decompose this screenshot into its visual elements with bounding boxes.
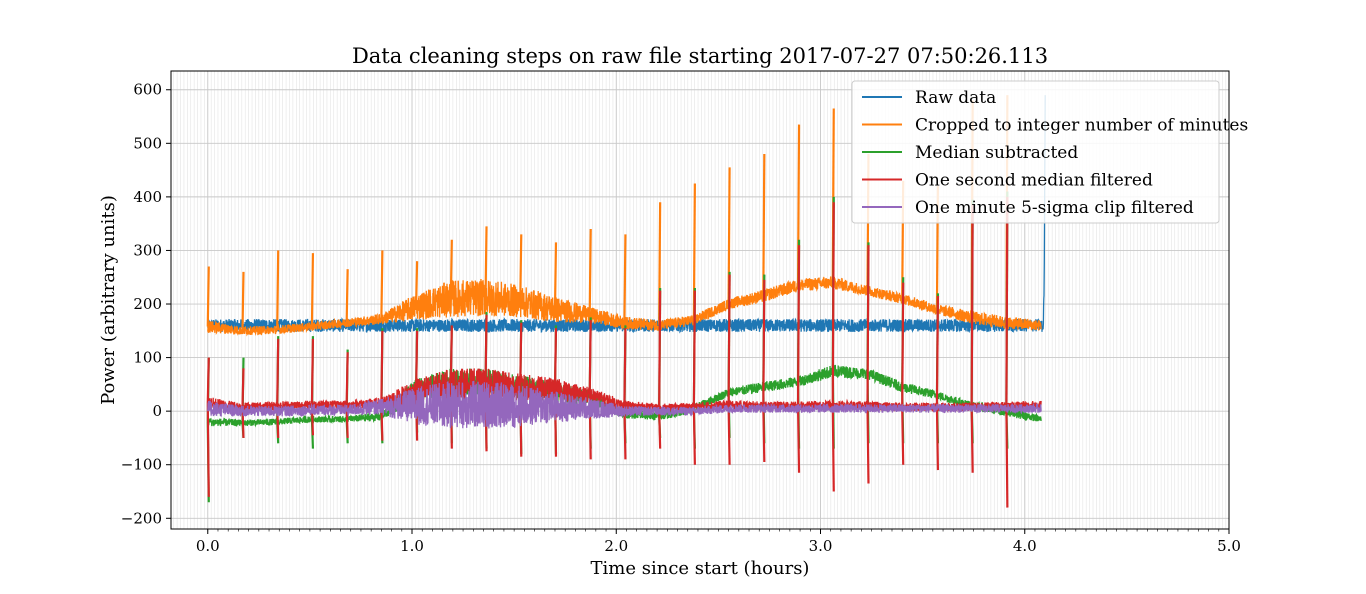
series-spike — [206, 266, 210, 327]
series-spike — [553, 242, 558, 310]
series-dip — [796, 405, 801, 473]
series-spike — [414, 261, 419, 307]
series-dip — [1005, 405, 1009, 508]
plot-frame — [170, 70, 1230, 530]
y-tick-label: −200 — [121, 509, 162, 527]
series-spike — [310, 253, 315, 327]
y-axis: 600 500 400 300 200 100 0 −100 −200 — [121, 81, 171, 527]
x-tick-label: 0.0 — [196, 537, 220, 555]
y-axis-label: Power (arbitrary units) — [98, 195, 119, 405]
series-dip — [692, 406, 696, 465]
series-spike — [727, 274, 731, 405]
series-spike — [623, 234, 627, 323]
series-spike — [762, 279, 766, 406]
y-tick-label: 300 — [133, 241, 162, 259]
series-spike — [692, 290, 696, 407]
series-spike — [796, 245, 801, 406]
series-spike — [345, 352, 349, 405]
x-tick-label: 4.0 — [1013, 537, 1037, 555]
legend-label: Cropped to integer number of minutes — [915, 116, 1248, 136]
series-spike — [414, 330, 419, 393]
y-tick-label: 200 — [133, 295, 162, 313]
series-spike — [970, 204, 974, 407]
series-spike — [206, 357, 210, 404]
series-spike — [380, 250, 384, 320]
series-spike — [276, 338, 280, 406]
legend: Raw data Cropped to integer number of min… — [851, 80, 1248, 224]
x-axis-label: Time since start (hours) — [591, 558, 810, 579]
series-dip — [970, 406, 974, 473]
series-spike — [901, 282, 905, 407]
series-spike — [935, 295, 940, 407]
series-spike — [553, 328, 558, 390]
series-dip — [901, 406, 905, 465]
series-dip — [762, 405, 766, 463]
series-spike — [276, 250, 280, 330]
series-spike — [449, 325, 453, 385]
series-dip — [866, 405, 870, 484]
y-tick-label: 400 — [133, 188, 162, 206]
series-spike — [380, 330, 384, 404]
series-dip — [206, 403, 210, 497]
series-dip — [727, 404, 731, 465]
series-spike — [519, 322, 523, 388]
series-spike — [484, 314, 488, 385]
y-tick-label: −100 — [121, 456, 162, 474]
x-tick-label: 2.0 — [604, 537, 628, 555]
series-spike — [345, 269, 349, 323]
series-spike — [310, 338, 315, 405]
series-spike — [762, 154, 766, 296]
x-axis: 0.0 1.0 2.0 3.0 4.0 5.0 — [196, 529, 1241, 555]
series-spike — [588, 229, 592, 315]
y-tick-label: 500 — [133, 134, 162, 152]
series-line — [207, 380, 1042, 429]
series-spike — [519, 234, 523, 302]
x-tick-label: 3.0 — [809, 537, 833, 555]
series-dip — [658, 408, 662, 449]
series-spike — [484, 226, 488, 298]
x-tick-label: 1.0 — [400, 537, 424, 555]
legend-box — [851, 80, 1220, 224]
series-spike — [1005, 196, 1009, 406]
series-spike — [241, 368, 245, 407]
series-spike — [241, 271, 245, 331]
y-tick-label: 100 — [133, 349, 162, 367]
series-5 — [207, 380, 1042, 429]
legend-label: One second median filtered — [915, 171, 1153, 191]
legend-label: One minute 5-sigma clip filtered — [915, 198, 1194, 218]
y-tick-label: 600 — [133, 81, 162, 99]
x-tick-label: 5.0 — [1217, 537, 1241, 555]
series-dip — [831, 404, 835, 492]
series-spike — [866, 245, 870, 406]
series-spike — [623, 328, 627, 406]
series-spike — [588, 320, 592, 396]
chart-title: Data cleaning steps on raw file starting… — [352, 44, 1048, 68]
series-spike — [831, 202, 835, 405]
y-tick-label: 0 — [152, 402, 162, 420]
legend-label: Median subtracted — [915, 143, 1078, 163]
series-spike — [658, 290, 662, 409]
series-spike — [449, 239, 453, 299]
series-dip — [935, 406, 940, 471]
legend-label: Raw data — [915, 88, 996, 108]
